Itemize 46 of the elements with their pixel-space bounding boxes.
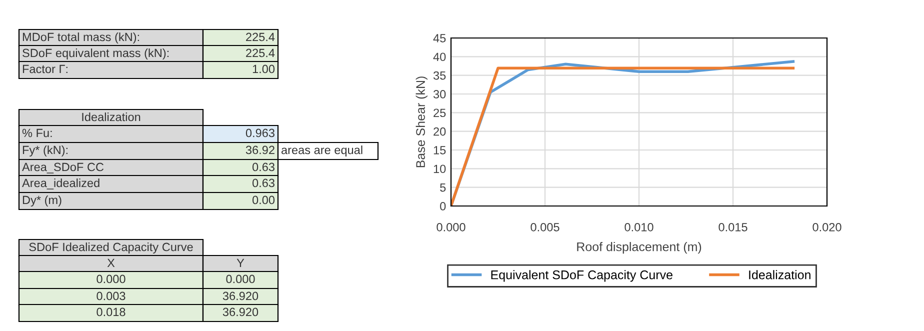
y-tick-label: 10 — [434, 164, 446, 174]
text: 0.000 — [96, 274, 126, 284]
x-tick-label: 0.010 — [624, 222, 654, 232]
x-axis-title: Roof displacement (m) — [577, 242, 702, 254]
y-tick-label: 25 — [434, 108, 446, 118]
text: Fy* (kN): — [22, 145, 68, 156]
text: Area_SDoF CC — [22, 162, 104, 174]
legend-label: Idealization — [749, 270, 810, 280]
y-axis-title: Base Shear (kN) — [416, 76, 428, 168]
text: 225.4 — [246, 32, 275, 42]
text: Dy* (m) — [22, 195, 62, 206]
y-tick-label: 20 — [434, 127, 446, 136]
text: Idealization — [82, 112, 140, 122]
y-tick-label: 40 — [433, 52, 446, 62]
text: MDoF total mass (kN): — [22, 32, 139, 44]
text: 36.920 — [222, 292, 258, 300]
text: 0.018 — [96, 308, 126, 316]
text: 0.003 — [96, 292, 126, 300]
text: 1.00 — [252, 64, 275, 74]
text: 0.963 — [246, 128, 274, 138]
text: Area_idealized — [22, 178, 100, 190]
text: 0.63 — [252, 178, 274, 188]
text: Y — [236, 258, 244, 268]
text: Factor Γ: — [22, 64, 68, 74]
y-tick-label: 5 — [440, 183, 446, 192]
text: 36.920 — [222, 308, 258, 316]
x-tick-label: 0.000 — [436, 222, 466, 232]
y-tick-label: 15 — [434, 146, 446, 154]
x-tick-label: 0.015 — [718, 222, 748, 232]
y-tick-label: 45 — [433, 34, 446, 42]
text: 225.4 — [246, 48, 275, 58]
text: % Fu: — [22, 128, 52, 138]
text: 36.92 — [246, 146, 274, 154]
x-tick-label: 0.005 — [530, 222, 560, 232]
y-tick-label: 0 — [440, 202, 446, 210]
text: SDoF Idealized Capacity Curve — [29, 242, 193, 254]
text: 0.00 — [252, 196, 275, 204]
text: 0.63 — [252, 162, 274, 172]
y-tick-label: 30 — [433, 90, 446, 98]
text: 0.000 — [226, 274, 255, 284]
text: areas are equal — [282, 145, 362, 156]
x-tick-label: 0.020 — [812, 222, 842, 232]
text: SDoF equivalent mass (kN): — [22, 48, 169, 60]
y-tick-label: 35 — [433, 71, 446, 80]
text: X — [107, 258, 115, 268]
legend-label: Equivalent SDoF Capacity Curve — [491, 270, 672, 282]
